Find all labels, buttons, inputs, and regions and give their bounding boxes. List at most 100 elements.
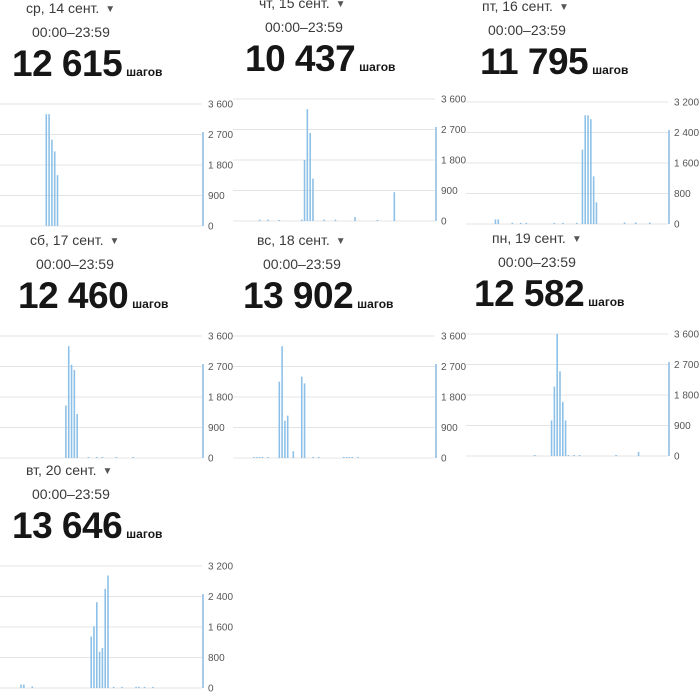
- y-tick-label: 1 600: [674, 159, 699, 170]
- step-bar: [73, 369, 76, 458]
- step-bar: [587, 115, 589, 224]
- step-count: 12 460: [18, 275, 129, 316]
- y-tick-label: 0: [441, 454, 447, 465]
- step-total: 13 646 шагов: [12, 505, 162, 547]
- caret-down-icon[interactable]: ▼: [571, 234, 582, 245]
- time-range: 00:00–23:59: [498, 254, 576, 270]
- date-label: пн, 19 сент.: [492, 230, 566, 246]
- step-total: 10 437 шагов: [245, 38, 395, 80]
- step-bar: [286, 415, 289, 458]
- y-tick-label: 900: [441, 423, 458, 434]
- step-bar: [323, 219, 325, 221]
- step-bar: [553, 222, 556, 224]
- step-bar: [292, 451, 295, 458]
- step-bar: [258, 456, 261, 458]
- hourly-steps-chart: 3 600 2 700 1 800 900 0: [0, 100, 233, 233]
- date-selector[interactable]: сб, 17 сент. ▼: [30, 232, 119, 248]
- step-bar: [107, 575, 109, 688]
- step-bar: [96, 602, 98, 688]
- step-bar: [576, 222, 578, 224]
- step-unit: шагов: [126, 527, 163, 541]
- step-total: 12 582 шагов: [474, 273, 624, 315]
- time-range: 00:00–23:59: [32, 486, 110, 502]
- caret-down-icon[interactable]: ▼: [335, 0, 346, 10]
- hourly-steps-chart: 3 600 2 700 1 800 900 0: [233, 95, 466, 228]
- time-range: 00:00–23:59: [488, 22, 566, 38]
- step-bar: [76, 413, 78, 458]
- step-bar: [511, 222, 514, 224]
- step-bar: [98, 651, 101, 688]
- step-bar: [267, 456, 269, 458]
- y-tick-label: 0: [674, 220, 680, 231]
- day-panel: вт, 20 сент. ▼ 00:00–23:59 13 646 шагов 3 200…: [0, 462, 233, 693]
- step-count: 13 646: [12, 505, 123, 546]
- date-selector[interactable]: вт, 20 сент. ▼: [26, 462, 112, 478]
- step-bar: [376, 219, 379, 221]
- step-bar: [256, 456, 258, 458]
- step-bar: [533, 454, 536, 456]
- date-selector[interactable]: вс, 18 сент. ▼: [257, 232, 346, 248]
- step-bar: [393, 192, 396, 221]
- y-tick-label: 0: [208, 222, 214, 233]
- y-tick-label: 3 600: [674, 330, 699, 341]
- step-total: 12 615 шагов: [12, 43, 162, 85]
- step-bar: [584, 115, 587, 224]
- step-bar: [23, 684, 25, 688]
- y-tick-label: 2 400: [208, 592, 233, 603]
- step-total: 11 795 шагов: [480, 41, 628, 83]
- step-bar: [494, 219, 497, 224]
- y-tick-label: 2 700: [674, 360, 699, 371]
- y-tick-label: 2 400: [674, 128, 699, 139]
- date-label: сб, 17 сент.: [30, 232, 104, 248]
- step-bar: [45, 114, 48, 226]
- step-bar: [348, 456, 351, 458]
- date-label: чт, 15 сент.: [259, 0, 330, 11]
- date-selector[interactable]: пт, 16 сент. ▼: [482, 0, 569, 14]
- hourly-steps-chart: 3 600 2 700 1 800 900 0: [466, 330, 699, 463]
- step-bar: [567, 454, 570, 456]
- step-bar: [31, 686, 34, 688]
- hourly-steps-chart: 3 600 2 700 1 800 900 0: [0, 332, 233, 465]
- step-bar: [303, 383, 306, 458]
- time-range: 00:00–23:59: [265, 19, 343, 35]
- caret-down-icon[interactable]: ▼: [109, 236, 120, 247]
- step-bar: [317, 456, 320, 458]
- y-tick-label: 0: [208, 454, 214, 465]
- hourly-steps-chart: 3 200 2 400 1 600 800 0: [0, 562, 233, 693]
- step-count: 11 795: [480, 41, 589, 82]
- caret-down-icon[interactable]: ▼: [105, 4, 116, 15]
- date-selector[interactable]: ср, 14 сент. ▼: [26, 0, 115, 16]
- y-tick-label: 1 800: [674, 391, 699, 402]
- step-bar: [51, 139, 53, 226]
- step-bar: [354, 216, 356, 221]
- step-bar: [115, 456, 118, 458]
- step-count: 12 582: [474, 273, 585, 314]
- step-bar: [497, 219, 500, 224]
- step-unit: шагов: [592, 63, 629, 77]
- caret-down-icon[interactable]: ▼: [102, 466, 113, 477]
- y-tick-label: 3 600: [441, 95, 466, 106]
- step-bar: [143, 686, 146, 688]
- step-bar: [121, 686, 123, 688]
- date-selector[interactable]: пн, 19 сент. ▼: [492, 230, 582, 246]
- step-bar: [152, 686, 154, 688]
- step-bar: [20, 684, 22, 688]
- step-bar: [519, 222, 522, 224]
- y-tick-label: 800: [208, 653, 225, 664]
- y-tick-label: 3 600: [441, 332, 466, 343]
- y-tick-label: 2 700: [441, 125, 466, 136]
- y-tick-label: 1 800: [208, 161, 233, 172]
- day-panel: сб, 17 сент. ▼ 00:00–23:59 12 460 шагов 3 600…: [0, 232, 233, 465]
- y-tick-label: 3 600: [208, 100, 233, 111]
- step-bar: [104, 588, 106, 689]
- step-bar: [592, 176, 595, 224]
- step-bar: [559, 371, 561, 456]
- date-selector[interactable]: чт, 15 сент. ▼: [259, 0, 346, 11]
- caret-down-icon[interactable]: ▼: [558, 2, 569, 13]
- step-bar: [343, 456, 345, 458]
- hourly-steps-chart: 3 600 2 700 1 800 900 0: [233, 332, 466, 465]
- caret-down-icon[interactable]: ▼: [335, 236, 346, 247]
- y-tick-label: 1 600: [208, 623, 233, 634]
- step-bar: [303, 160, 306, 221]
- step-bar: [648, 222, 651, 224]
